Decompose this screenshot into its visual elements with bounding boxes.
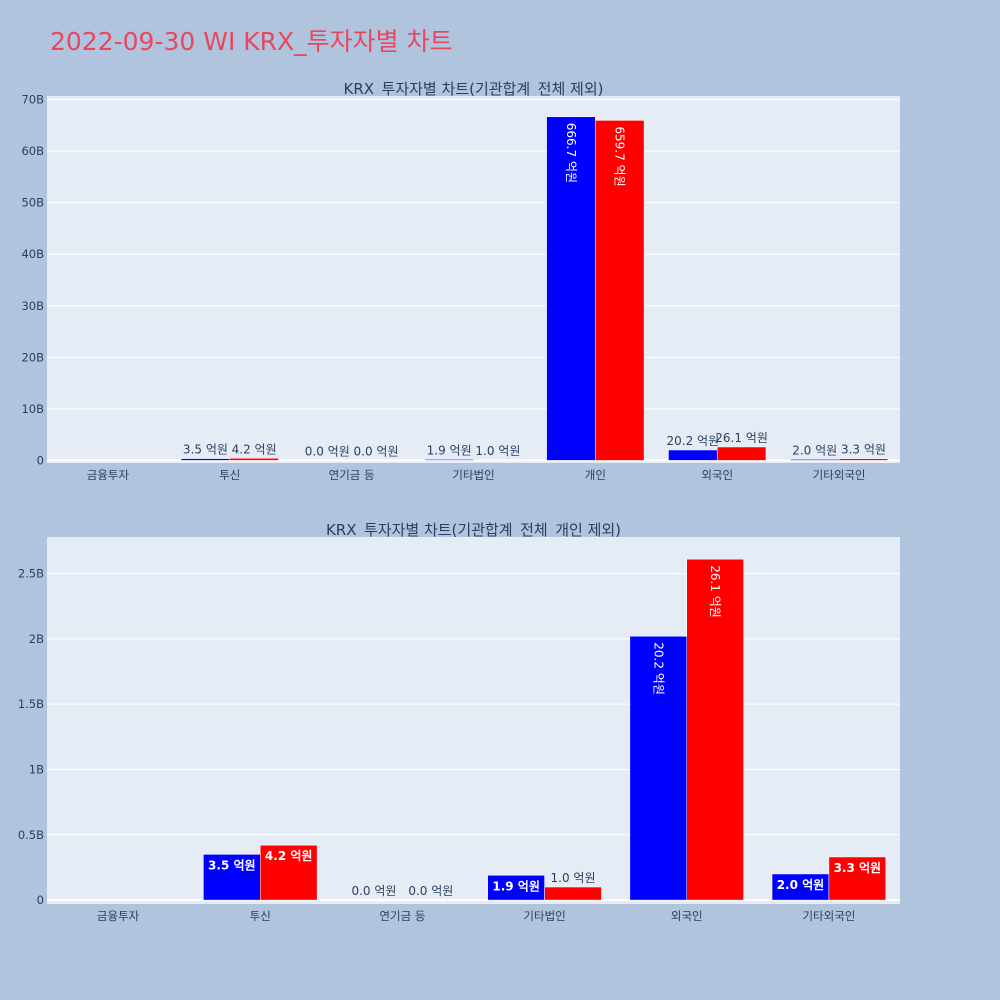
data-label: 1.9 억원: [427, 443, 472, 457]
bar: [229, 458, 279, 461]
bar: [686, 558, 744, 901]
data-label: 659.7 억원: [613, 126, 627, 186]
data-label: 4.2 억원: [232, 442, 277, 456]
x-tick-label: 연기금 등: [379, 909, 425, 923]
x-tick-label: 금융투자: [97, 909, 140, 923]
bar: [716, 446, 767, 461]
data-label: 0.0 억원: [305, 444, 350, 458]
x-tick-label: 기타법인: [523, 909, 565, 923]
data-label: 20.2 억원: [651, 642, 665, 695]
data-label: 3.5 억원: [208, 858, 256, 872]
plot-area: [47, 537, 900, 904]
y-tick-label: 0: [37, 893, 44, 907]
plot-area: [47, 96, 900, 463]
data-label: 1.9 억원: [492, 879, 540, 893]
x-tick-label: 개인: [585, 468, 606, 480]
bar: [180, 458, 231, 461]
y-tick-label: 1.5B: [18, 697, 44, 711]
bar: [487, 875, 545, 901]
data-label: 1.0 억원: [475, 444, 520, 458]
data-label: 2.0 억원: [792, 443, 837, 457]
data-label: 20.2 억원: [667, 434, 720, 448]
bar: [838, 458, 889, 461]
page-title: 2022-09-30 WI KRX_투자자별 차트: [50, 27, 453, 56]
bar: [629, 636, 688, 901]
y-tick-label: 20B: [21, 350, 44, 364]
data-label: 0.0 억원: [354, 444, 399, 458]
chart-title: KRX_투자자별 차트(기관합계_전체_개인 제외): [326, 521, 621, 540]
bar: [790, 459, 840, 461]
investor-chart-excluding-institutions-and-individuals: KRX_투자자별 차트(기관합계_전체_개인 제외) 0 0.5B 1B 1.5B 2B 2…: [18, 521, 900, 923]
bar: [260, 844, 318, 901]
bar: [668, 449, 718, 461]
y-tick-label: 2.5B: [18, 567, 44, 581]
bar: [544, 886, 602, 901]
x-tick-label: 투신: [219, 468, 240, 480]
bar: [771, 873, 830, 901]
data-label: 4.2 억원: [265, 849, 313, 863]
x-tick-label: 기타법인: [452, 468, 494, 480]
y-tick-label: 30B: [21, 299, 44, 313]
y-tick-label: 70B: [21, 93, 44, 107]
data-label: 3.3 억원: [834, 861, 882, 875]
y-tick-label: 0.5B: [18, 828, 44, 842]
investor-chart-excluding-institutions: KRX_투자자별 차트(기관합계_전체 제외) 0 10B 20B 30B 40B 50B 6…: [21, 80, 900, 480]
bar: [828, 856, 887, 901]
data-label: 3.3 억원: [841, 443, 886, 457]
y-tick-label: 50B: [21, 196, 44, 210]
x-tick-label: 기타외국인: [802, 909, 855, 923]
data-label: 26.1 억원: [715, 431, 768, 445]
bar: [546, 116, 596, 461]
y-tick-label: 2B: [29, 632, 44, 646]
bar: [424, 459, 474, 461]
bar: [595, 120, 645, 461]
data-label: 3.5 억원: [183, 443, 228, 457]
data-label: 1.0 억원: [551, 871, 596, 885]
y-tick-label: 1B: [29, 762, 44, 776]
y-tick-label: 10B: [21, 402, 44, 416]
x-tick-label: 연기금 등: [329, 468, 375, 480]
data-label: 26.1 억원: [708, 565, 722, 618]
chart-title: KRX_투자자별 차트(기관합계_전체 제외): [344, 80, 604, 99]
x-tick-label: 외국인: [701, 468, 733, 480]
data-label: 2.0 억원: [777, 878, 825, 892]
data-label: 0.0 억원: [351, 884, 396, 898]
data-label: 0.0 억원: [408, 884, 453, 898]
y-tick-label: 0: [37, 453, 44, 467]
y-tick-label: 60B: [21, 144, 44, 158]
bar: [203, 854, 261, 901]
x-tick-label: 금융투자: [87, 468, 130, 480]
bar: [473, 459, 523, 461]
data-label: 666.7 억원: [564, 123, 578, 183]
y-tick-label: 40B: [21, 247, 44, 261]
x-tick-label: 외국인: [671, 909, 703, 923]
x-tick-label: 투신: [250, 909, 271, 923]
x-tick-label: 기타외국인: [813, 468, 866, 480]
